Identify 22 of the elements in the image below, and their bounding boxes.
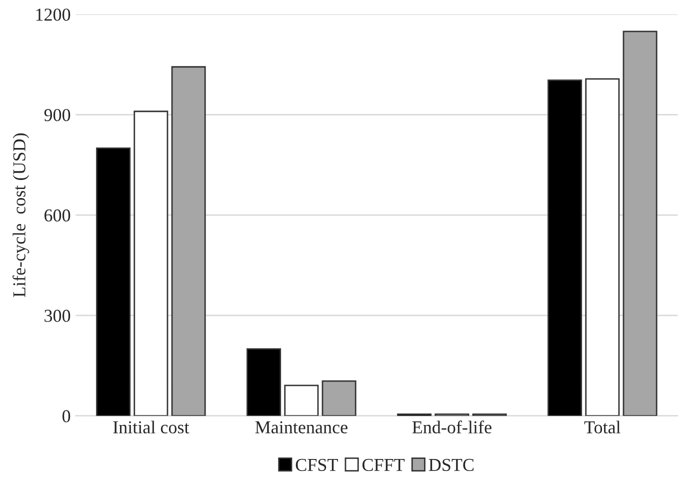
y-tick-label: 900 [44, 108, 70, 122]
bar [548, 80, 582, 416]
bar [134, 110, 168, 416]
x-tick-label: Initial cost [113, 420, 190, 434]
x-tick-label: Total [584, 420, 620, 434]
y-tick-label: 600 [44, 209, 70, 222]
x-tick-label: End-of-life [412, 420, 492, 434]
bar [171, 66, 206, 416]
legend-label: CFST [296, 458, 338, 472]
x-tick-label: Maintenance [255, 421, 348, 434]
bar [284, 384, 319, 416]
y-tick-label: 300 [44, 310, 70, 322]
y-tick-label: 0 [62, 410, 70, 422]
bar [96, 147, 131, 416]
bar [246, 348, 282, 416]
legend-label: DSTC [428, 458, 474, 472]
legend-label: CFFT [362, 458, 405, 472]
y-tick-label: 1200 [36, 8, 70, 21]
bar [585, 78, 620, 416]
y-axis-title: Life-cycle cost (USD) [12, 133, 30, 298]
bar [322, 380, 356, 416]
bar [622, 30, 658, 416]
